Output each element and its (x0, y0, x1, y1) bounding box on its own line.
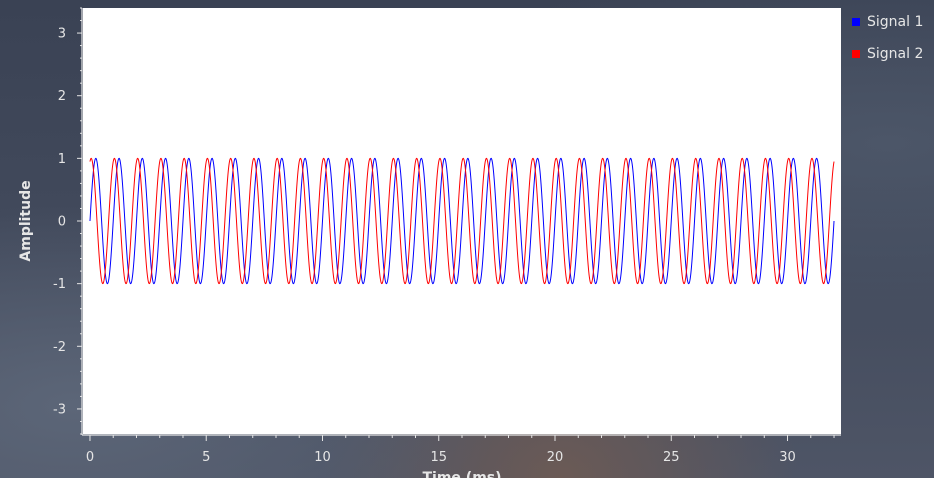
x-tick-label: 5 (202, 450, 210, 465)
y-tick-label: -2 (53, 340, 66, 355)
legend-label-signal-1: Signal 1 (867, 14, 924, 30)
legend-swatch-signal-1 (852, 18, 860, 26)
y-tick-label: 0 (58, 215, 66, 230)
y-tick-label: 2 (58, 89, 66, 104)
y-tick-label: -1 (53, 277, 66, 292)
x-tick-label: 25 (663, 450, 680, 465)
legend-item-signal-2[interactable]: Signal 2 (852, 44, 923, 64)
y-tick-label: 3 (58, 27, 66, 42)
series-line-signal-1 (89, 157, 835, 285)
legend-item-signal-1[interactable]: Signal 1 (852, 12, 923, 32)
x-tick-label: 20 (547, 450, 564, 465)
series-layer (89, 157, 835, 285)
y-tick-label: 1 (58, 152, 66, 167)
legend: Signal 1 Signal 2 (852, 12, 923, 76)
x-tick-label: 30 (779, 450, 796, 465)
y-axis-title: Amplitude (18, 180, 34, 261)
legend-label-signal-2: Signal 2 (867, 46, 924, 62)
x-tick-label: 10 (314, 450, 331, 465)
y-tick-label: -3 (53, 402, 66, 417)
x-axis-title: Time (ms) (422, 470, 501, 478)
x-tick-label: 0 (86, 450, 94, 465)
legend-swatch-signal-2 (852, 50, 860, 58)
x-tick-label: 15 (430, 450, 447, 465)
series-line-signal-2 (89, 157, 835, 285)
